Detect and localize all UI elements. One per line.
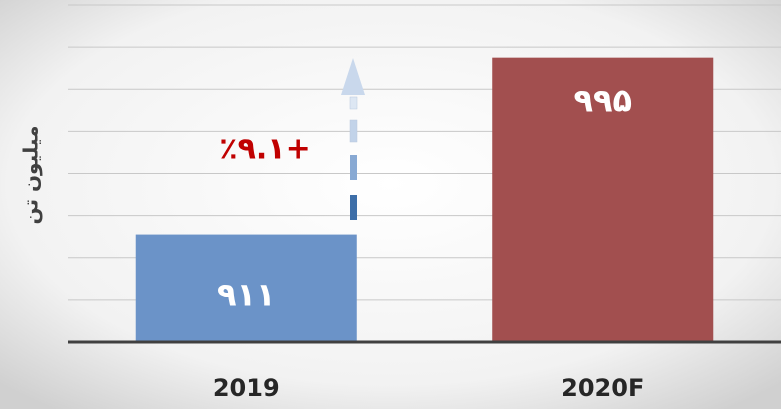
data-label: ۹۹۵ (573, 82, 632, 120)
x-tick-label: 2019 (213, 374, 280, 402)
bar (492, 57, 714, 342)
annotation: +٪۹.۱ (219, 132, 310, 167)
data-label: ۹۱۱ (217, 275, 276, 313)
y-axis-label: میلیون تن (19, 126, 43, 225)
bar (135, 234, 357, 342)
x-tick-label: 2020F (561, 374, 644, 402)
bars: ۹۱۱ ۹۹۵ (135, 57, 714, 342)
arrow (341, 58, 365, 220)
